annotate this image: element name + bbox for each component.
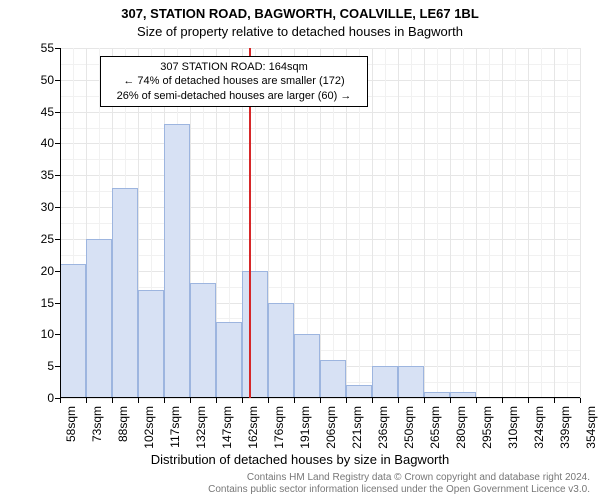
- x-tick-label: 310sqm: [506, 406, 520, 466]
- y-tick-label: 0: [14, 391, 54, 405]
- x-tick-label: 73sqm: [90, 406, 104, 466]
- annotation-line1: 307 STATION ROAD: 164sqm: [107, 60, 361, 74]
- x-tick-label: 236sqm: [376, 406, 390, 466]
- x-tick-label: 221sqm: [350, 406, 364, 466]
- histogram-bar: [112, 188, 138, 398]
- y-tick-label: 40: [14, 136, 54, 150]
- histogram-bar: [398, 366, 424, 398]
- histogram-bar: [216, 322, 242, 398]
- x-tick-label: 191sqm: [298, 406, 312, 466]
- histogram-bar: [242, 271, 268, 398]
- annotation-box: 307 STATION ROAD: 164sqm ← 74% of detach…: [100, 56, 368, 107]
- x-tick-label: 117sqm: [168, 406, 182, 466]
- x-tick-label: 88sqm: [116, 406, 130, 466]
- x-tick-label: 132sqm: [194, 406, 208, 466]
- y-tick-label: 55: [14, 41, 54, 55]
- y-tick-label: 10: [14, 327, 54, 341]
- x-tick-label: 206sqm: [324, 406, 338, 466]
- annotation-line3: 26% of semi-detached houses are larger (…: [107, 89, 361, 103]
- histogram-bar: [320, 360, 346, 398]
- y-tick-label: 50: [14, 73, 54, 87]
- x-tick-label: 102sqm: [142, 406, 156, 466]
- x-tick-label: 58sqm: [64, 406, 78, 466]
- histogram-bar: [86, 239, 112, 398]
- y-tick-label: 35: [14, 168, 54, 182]
- y-tick-label: 30: [14, 200, 54, 214]
- histogram-bar: [190, 283, 216, 398]
- x-tick-label: 324sqm: [532, 406, 546, 466]
- histogram-bar: [164, 124, 190, 398]
- footer-line2: Contains public sector information licen…: [208, 484, 590, 495]
- histogram-bar: [138, 290, 164, 398]
- y-tick-label: 20: [14, 264, 54, 278]
- chart-title-line2: Size of property relative to detached ho…: [0, 24, 600, 39]
- x-tick-label: 147sqm: [220, 406, 234, 466]
- histogram-bar: [372, 366, 398, 398]
- annotation-line2: ← 74% of detached houses are smaller (17…: [107, 74, 361, 88]
- x-tick-label: 280sqm: [454, 406, 468, 466]
- x-tick-label: 162sqm: [246, 406, 260, 466]
- histogram-bar: [60, 264, 86, 398]
- y-tick-label: 15: [14, 296, 54, 310]
- histogram-bar: [268, 303, 294, 398]
- x-tick-label: 354sqm: [584, 406, 598, 466]
- x-tick-label: 250sqm: [402, 406, 416, 466]
- histogram-bar: [294, 334, 320, 398]
- y-tick-label: 25: [14, 232, 54, 246]
- x-tick-label: 339sqm: [558, 406, 572, 466]
- x-tick-label: 176sqm: [272, 406, 286, 466]
- chart-title-line1: 307, STATION ROAD, BAGWORTH, COALVILLE, …: [0, 6, 600, 21]
- y-tick-label: 5: [14, 359, 54, 373]
- x-tick-label: 295sqm: [480, 406, 494, 466]
- y-tick-label: 45: [14, 105, 54, 119]
- x-tick-label: 265sqm: [428, 406, 442, 466]
- footer-line1: Contains HM Land Registry data © Crown c…: [247, 472, 590, 483]
